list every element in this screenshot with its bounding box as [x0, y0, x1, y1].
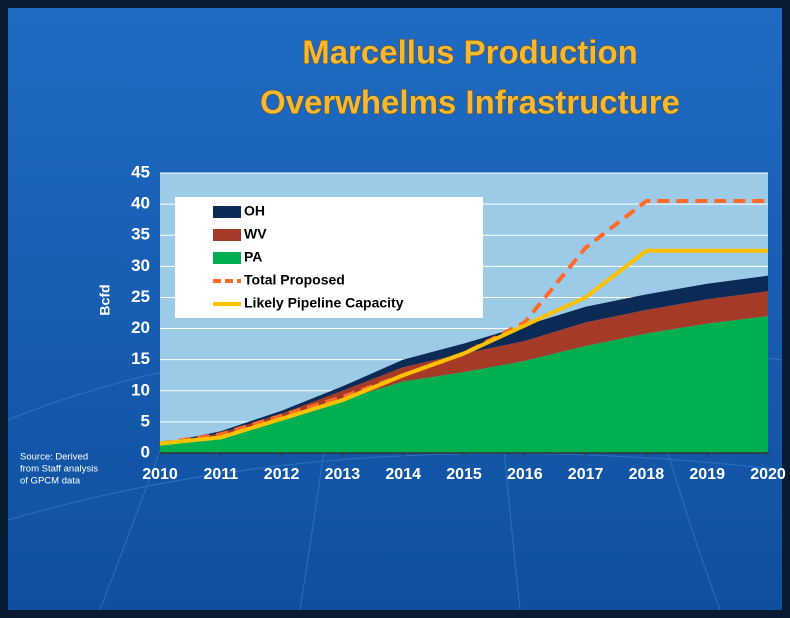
x-tick-label: 2014: [385, 466, 421, 483]
area: [160, 316, 768, 453]
source-note: of GPCM data: [20, 476, 81, 487]
y-tick-label: 30: [131, 256, 150, 275]
x-tick-label: 2012: [264, 466, 300, 483]
area: [160, 275, 768, 444]
legend-label: OH: [244, 203, 265, 219]
x-tick-label: 2010: [142, 466, 178, 483]
x-tick-label: 2017: [568, 466, 604, 483]
legend-swatch: [213, 229, 241, 241]
x-tick-label: 2013: [325, 466, 361, 483]
y-tick-label: 15: [131, 349, 150, 368]
y-tick-label: 0: [141, 442, 150, 461]
source-note: Source: Derived: [20, 452, 88, 463]
x-tick-label: 2016: [507, 466, 543, 483]
y-tick-label: 40: [131, 194, 150, 213]
y-tick-label: 35: [131, 225, 150, 244]
legend-swatch: [213, 206, 241, 218]
line: [159, 248, 768, 446]
chart-title: Marcellus Production: [302, 34, 638, 71]
chart-title: Overwhelms Infrastructure: [260, 84, 680, 121]
source-note: from Staff analysis: [20, 464, 98, 475]
y-tick-label: 10: [131, 380, 150, 399]
x-tick-label: 2018: [629, 466, 665, 483]
y-tick-label: 45: [131, 162, 150, 181]
x-tick-label: 2020: [750, 466, 786, 483]
legend-swatch: [213, 252, 241, 264]
line: [159, 199, 768, 446]
legend-label: Total Proposed: [244, 272, 345, 288]
legend-label: WV: [244, 226, 267, 242]
x-tick-label: 2015: [446, 466, 482, 483]
y-tick-label: 25: [131, 287, 150, 306]
y-tick-label: 5: [141, 411, 150, 430]
legend-label: Likely Pipeline Capacity: [244, 295, 404, 311]
y-tick-label: 20: [131, 318, 150, 337]
x-tick-label: 2019: [689, 466, 725, 483]
x-tick-label: 2011: [203, 466, 238, 483]
y-axis-label: Bcfd: [97, 284, 113, 315]
legend-label: PA: [244, 249, 262, 265]
